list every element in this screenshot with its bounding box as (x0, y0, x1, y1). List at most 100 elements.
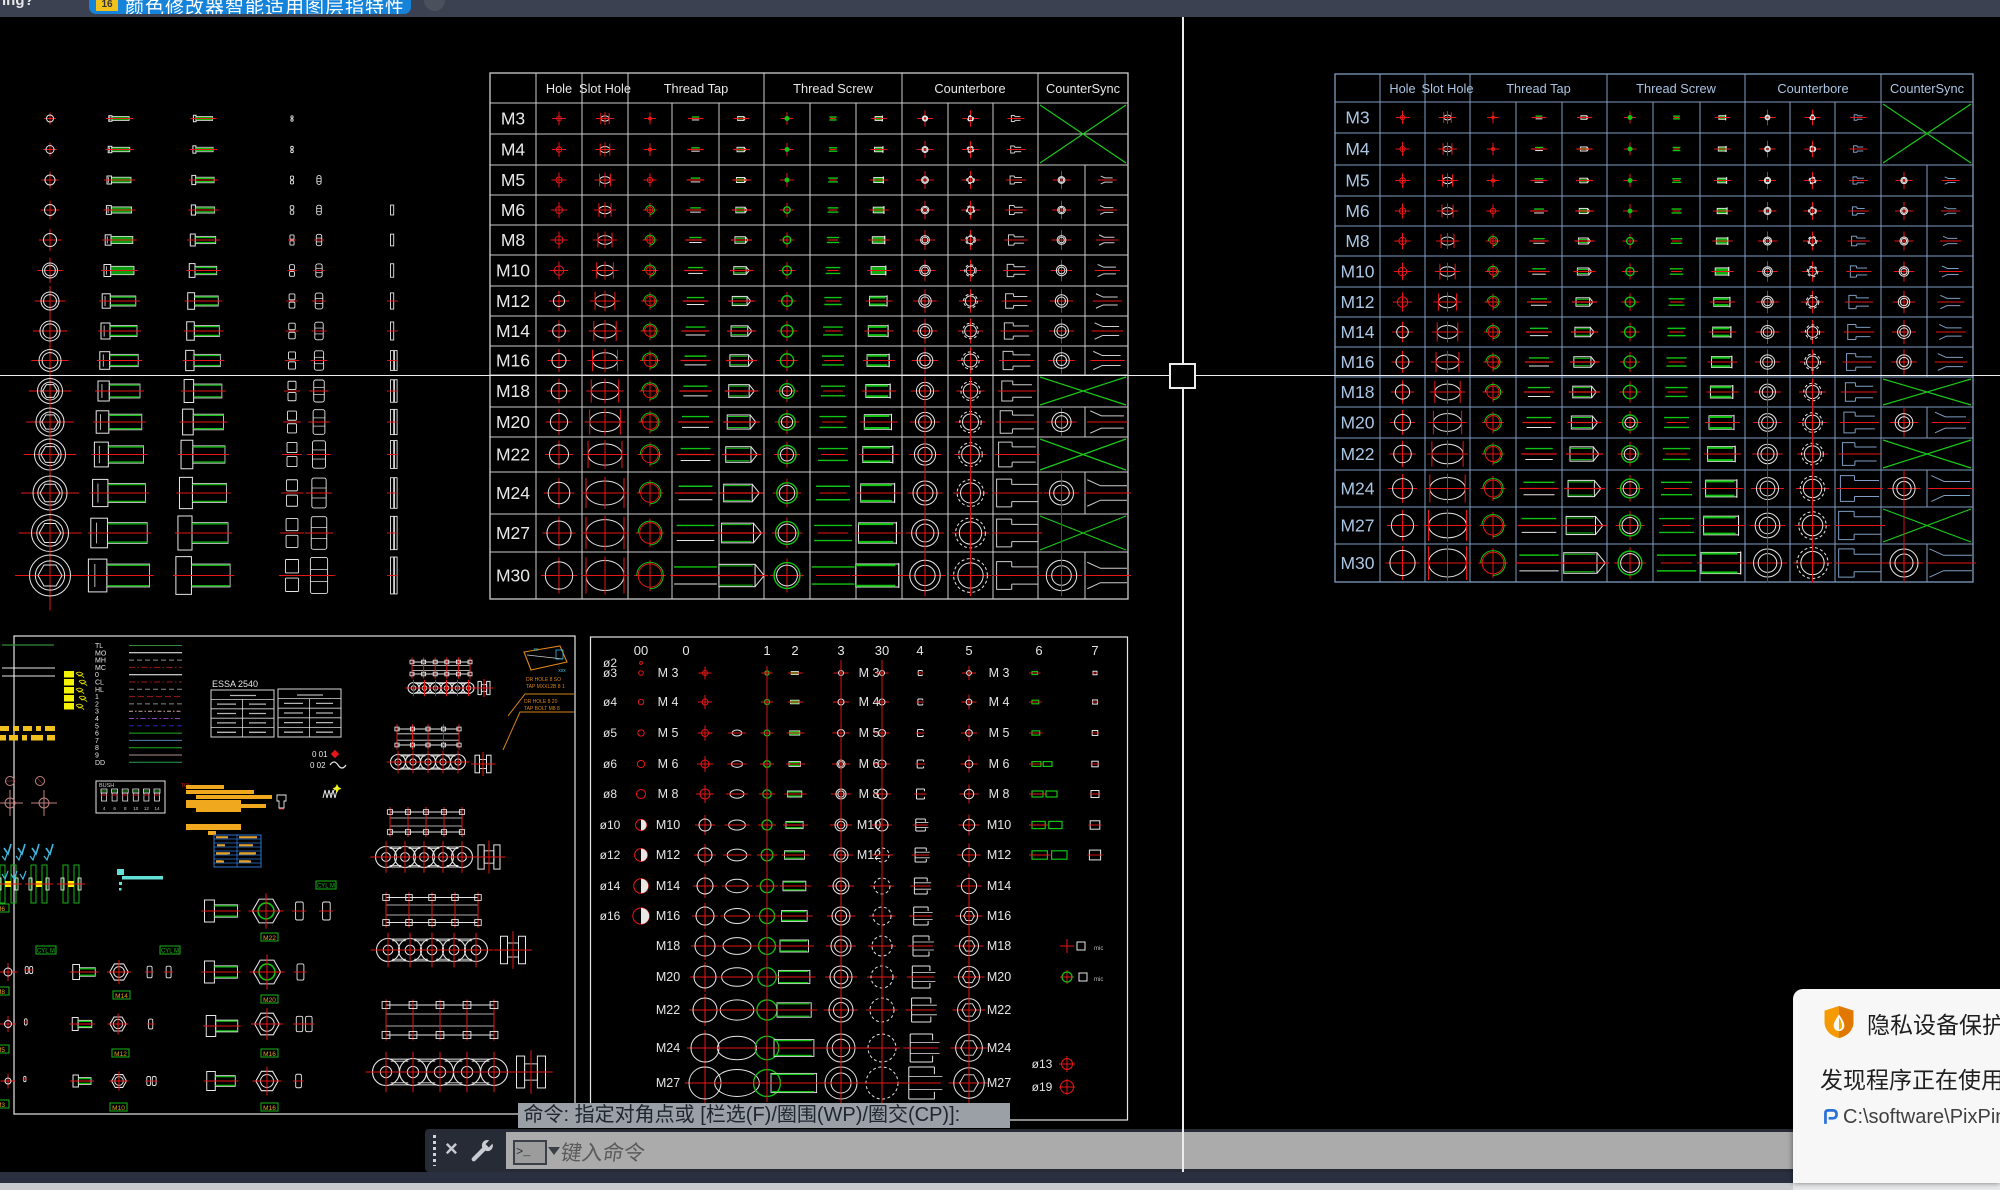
svg-text:M18: M18 (987, 939, 1011, 953)
svg-text:0: 0 (95, 672, 99, 679)
svg-text:Counterbore: Counterbore (934, 81, 1005, 96)
svg-text:M22: M22 (656, 1003, 680, 1017)
svg-text:HL: HL (95, 687, 104, 694)
svg-text:1: 1 (763, 643, 770, 658)
svg-text:M8: M8 (501, 230, 525, 250)
svg-text:M20: M20 (1340, 413, 1374, 433)
svg-text:14: 14 (154, 806, 160, 811)
svg-text:DR HOLE 8 20: DR HOLE 8 20 (524, 699, 558, 705)
svg-text:M 4: M 4 (989, 695, 1010, 709)
svg-text:M18: M18 (656, 939, 680, 953)
svg-text:M 8: M 8 (658, 787, 679, 801)
svg-text:Slot Hole: Slot Hole (579, 81, 631, 96)
svg-text:mic: mic (1094, 946, 1103, 952)
svg-text:M14: M14 (987, 879, 1011, 893)
svg-text:CounterSync: CounterSync (1890, 81, 1965, 96)
svg-text:6: 6 (113, 806, 116, 811)
svg-text:M14: M14 (1340, 322, 1374, 342)
svg-text:MC: MC (95, 665, 106, 672)
svg-text:M27: M27 (987, 1076, 1011, 1090)
svg-text:M12: M12 (1340, 292, 1374, 312)
svg-text:M 4: M 4 (859, 695, 880, 709)
svg-text:8: 8 (124, 806, 127, 811)
svg-text:M14: M14 (496, 321, 530, 341)
svg-text:M24: M24 (496, 483, 530, 503)
svg-text:M5: M5 (0, 1047, 5, 1054)
svg-text:M6: M6 (1345, 201, 1369, 221)
svg-text:Thread Tap: Thread Tap (1506, 81, 1571, 96)
svg-text:M4: M4 (501, 140, 526, 160)
svg-text:M20: M20 (656, 970, 680, 984)
svg-text:ø14: ø14 (600, 879, 621, 893)
svg-text:CYL M: CYL M (317, 884, 335, 890)
svg-text:M 4: M 4 (658, 695, 679, 709)
svg-text:M 6: M 6 (859, 757, 880, 771)
svg-text:CYL M: CYL M (161, 949, 179, 955)
svg-text:M10: M10 (987, 818, 1011, 832)
svg-text:M10: M10 (112, 1105, 125, 1112)
svg-text:10: 10 (133, 806, 139, 811)
svg-text:MH: MH (95, 658, 106, 665)
svg-text:DR HOLE 8 SO: DR HOLE 8 SO (526, 677, 561, 683)
svg-text:1: 1 (95, 694, 99, 701)
svg-text:0 02: 0 02 (310, 761, 326, 770)
svg-text:M10: M10 (656, 818, 680, 832)
svg-text:xx: xx (534, 647, 540, 653)
svg-text:M16: M16 (987, 909, 1011, 923)
svg-text:3: 3 (837, 643, 844, 658)
svg-text:M16: M16 (263, 1051, 276, 1058)
svg-text:M 8: M 8 (989, 787, 1010, 801)
svg-text:M12: M12 (857, 848, 881, 862)
svg-text:M 6: M 6 (989, 757, 1010, 771)
svg-text:ø13: ø13 (1032, 1057, 1053, 1071)
svg-text:M24: M24 (987, 1041, 1011, 1055)
svg-text:M3: M3 (501, 109, 525, 129)
svg-text:ø16: ø16 (600, 909, 621, 923)
svg-text:6: 6 (95, 731, 99, 738)
svg-text:xxx: xxx (558, 668, 566, 674)
svg-text:M30: M30 (496, 566, 530, 586)
svg-text:4: 4 (103, 806, 106, 811)
svg-text:DD: DD (95, 760, 105, 767)
svg-text:M12: M12 (114, 1051, 127, 1058)
svg-text:M5: M5 (501, 170, 525, 190)
svg-text:Thread Screw: Thread Screw (793, 81, 873, 96)
svg-text:M16: M16 (263, 1105, 276, 1112)
svg-text:ø12: ø12 (600, 848, 621, 862)
svg-text:30: 30 (875, 643, 889, 658)
svg-text:M6: M6 (501, 200, 525, 220)
svg-text:M 5: M 5 (989, 726, 1010, 740)
svg-text:ø4: ø4 (603, 695, 617, 709)
svg-text:7: 7 (1091, 643, 1098, 658)
svg-text:M 5: M 5 (859, 726, 880, 740)
svg-text:M5: M5 (1345, 171, 1369, 191)
svg-text:4: 4 (916, 643, 923, 658)
svg-text:>_: >_ (516, 1145, 531, 1159)
svg-text:3: 3 (95, 709, 99, 716)
svg-text:M3: M3 (1345, 108, 1369, 128)
svg-text:M8: M8 (0, 989, 5, 996)
svg-text:M14: M14 (656, 879, 680, 893)
svg-text:TAP BOLT M8 8: TAP BOLT M8 8 (524, 706, 560, 712)
svg-text:0: 0 (682, 643, 689, 658)
svg-text:4: 4 (95, 716, 99, 723)
svg-text:8: 8 (95, 745, 99, 752)
svg-text:ø19: ø19 (1032, 1080, 1053, 1094)
svg-text:TL: TL (95, 643, 103, 650)
svg-text:M10: M10 (857, 818, 881, 832)
svg-text:M 3: M 3 (658, 666, 679, 680)
svg-text:Counterbore: Counterbore (1777, 81, 1848, 96)
svg-text:M8: M8 (1345, 231, 1369, 251)
svg-text:M12: M12 (656, 848, 680, 862)
svg-text:M27: M27 (656, 1076, 680, 1090)
svg-text:M10: M10 (496, 261, 530, 281)
svg-text:0 01: 0 01 (312, 750, 328, 759)
svg-text:ø6: ø6 (603, 757, 617, 771)
svg-text:ø5: ø5 (603, 726, 617, 740)
svg-text:M 8: M 8 (859, 787, 880, 801)
svg-text:M6: M6 (0, 906, 5, 913)
svg-text:M12: M12 (987, 848, 1011, 862)
svg-text:M16: M16 (496, 351, 530, 371)
svg-text:BUSH: BUSH (99, 783, 114, 789)
svg-text:M14: M14 (115, 993, 128, 1000)
